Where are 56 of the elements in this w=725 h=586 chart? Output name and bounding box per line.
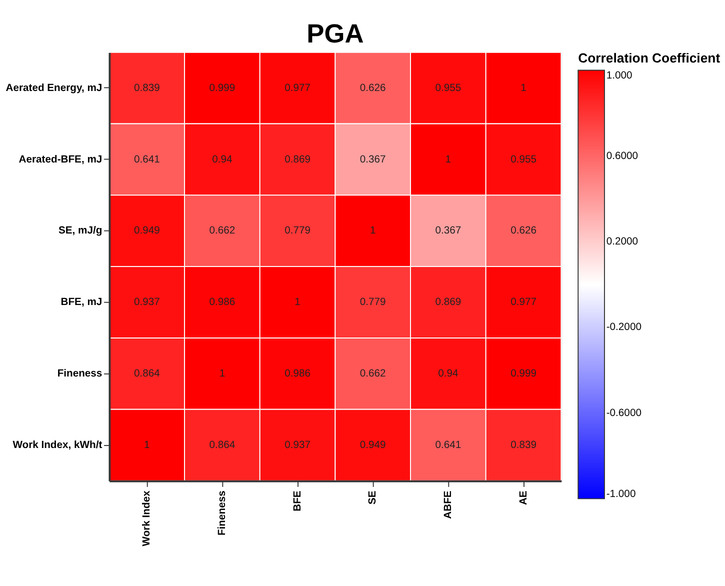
data-label: 0.986 xyxy=(284,368,311,380)
data-label: 0.869 xyxy=(435,297,462,308)
y-tick-label: BFE, mJ xyxy=(60,297,102,308)
data-label: 0.864 xyxy=(134,368,160,380)
data-label: 0.937 xyxy=(284,440,311,451)
data-label: 0.977 xyxy=(510,297,537,308)
x-tick-label: ABFE xyxy=(443,490,454,519)
data-label: 0.949 xyxy=(134,226,160,237)
y-tick-label: Aerated-BFE, mJ xyxy=(18,154,102,166)
y-tick-label: Aerated Energy, mJ xyxy=(6,82,102,94)
data-label: 0.641 xyxy=(134,154,160,166)
data-label: 0.94 xyxy=(438,368,458,380)
color-bar-label: -0.6000 xyxy=(606,408,642,419)
data-label: 0.955 xyxy=(435,82,462,94)
data-label: 0.999 xyxy=(510,368,537,380)
color-bar-label: 1.000 xyxy=(606,70,632,82)
data-label: 0.662 xyxy=(209,226,236,237)
data-label: 0.869 xyxy=(284,154,311,166)
data-label: 0.779 xyxy=(284,226,311,237)
data-label: 0.94 xyxy=(212,154,233,166)
data-label: 1 xyxy=(445,154,452,166)
x-tick-label: AE xyxy=(518,490,530,506)
color-bar-label: 0.2000 xyxy=(606,236,638,248)
data-label: 0.977 xyxy=(284,82,311,94)
data-label: 0.955 xyxy=(510,154,537,166)
data-label: 0.662 xyxy=(360,368,386,380)
y-tick-label: Work Index, kWh/t xyxy=(12,440,103,451)
x-tick-label: Fineness xyxy=(217,490,228,536)
x-tick-label: Work Index xyxy=(142,490,153,546)
data-label: 0.839 xyxy=(134,82,160,94)
data-label: 1 xyxy=(294,297,301,308)
data-label: 1 xyxy=(219,368,226,380)
x-tick-label: SE xyxy=(368,490,379,504)
data-label: 0.864 xyxy=(209,440,236,451)
data-label: 0.839 xyxy=(510,440,537,451)
data-label: 0.986 xyxy=(209,297,236,308)
data-label: 1 xyxy=(370,226,376,237)
data-label: 1 xyxy=(144,440,150,451)
color-bar-label: -0.2000 xyxy=(606,322,642,334)
data-label: 0.626 xyxy=(510,226,537,237)
data-label: 0.937 xyxy=(134,297,160,308)
data-label: 0.779 xyxy=(360,297,386,308)
data-label: 0.641 xyxy=(435,440,462,451)
data-label: 1 xyxy=(520,82,527,94)
y-tick-label: SE, mJ/g xyxy=(58,226,102,237)
x-tick-label: BFE xyxy=(292,490,304,512)
chart-title: PGA xyxy=(306,18,364,48)
color-bar-label: -1.000 xyxy=(606,488,636,500)
data-label: 0.367 xyxy=(435,226,462,237)
data-label: 0.626 xyxy=(360,82,386,94)
data-label: 0.999 xyxy=(209,82,236,94)
data-label: 0.367 xyxy=(360,154,386,166)
color-bar-label: 0.6000 xyxy=(606,150,638,162)
legend-title: Correlation Coefficient xyxy=(578,50,721,66)
data-label: 0.949 xyxy=(360,440,386,451)
y-tick-label: Fineness xyxy=(57,368,102,380)
